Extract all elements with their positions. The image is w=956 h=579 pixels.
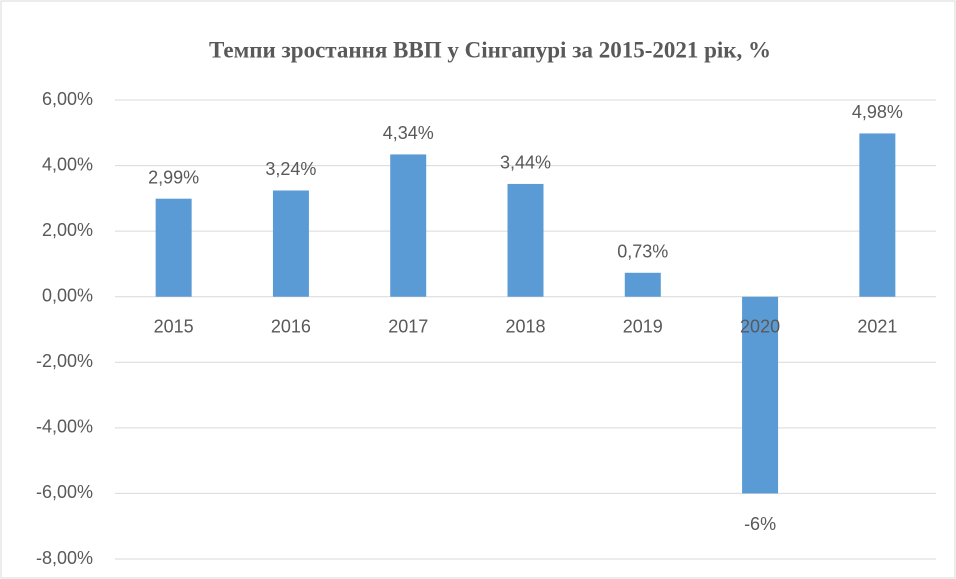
y-tick-label: -2,00% xyxy=(36,351,93,371)
y-tick-label: -8,00% xyxy=(36,548,93,568)
x-tick-label: 2020 xyxy=(740,316,780,336)
y-tick-label: -6,00% xyxy=(36,482,93,502)
x-tick-label: 2021 xyxy=(857,316,897,336)
y-tick-label: -4,00% xyxy=(36,417,93,437)
x-tick-label: 2018 xyxy=(505,316,545,336)
bar xyxy=(155,198,192,297)
bar xyxy=(390,154,427,297)
bar xyxy=(742,296,779,494)
y-tick-label: 4,00% xyxy=(42,154,93,174)
x-tick-label: 2016 xyxy=(271,316,311,336)
data-label: 0,73% xyxy=(617,242,668,262)
x-tick-label: 2017 xyxy=(388,316,428,336)
data-label: 3,44% xyxy=(500,153,551,173)
x-tick-label: 2019 xyxy=(623,316,663,336)
data-label: 4,34% xyxy=(383,123,434,143)
bar xyxy=(859,133,896,297)
bar xyxy=(507,183,544,297)
chart-title: Темпи зростання ВВП у Сінгапурі за 2015-… xyxy=(209,37,771,62)
data-label: 4,98% xyxy=(852,102,903,122)
y-tick-label: 0,00% xyxy=(42,285,93,305)
data-label: 2,99% xyxy=(148,167,199,187)
data-label: -6% xyxy=(744,514,776,534)
y-tick-label: 6,00% xyxy=(42,89,93,109)
bar xyxy=(272,190,309,297)
data-label: 3,24% xyxy=(265,159,316,179)
y-tick-label: 2,00% xyxy=(42,220,93,240)
x-tick-label: 2015 xyxy=(154,316,194,336)
bar xyxy=(624,272,661,297)
